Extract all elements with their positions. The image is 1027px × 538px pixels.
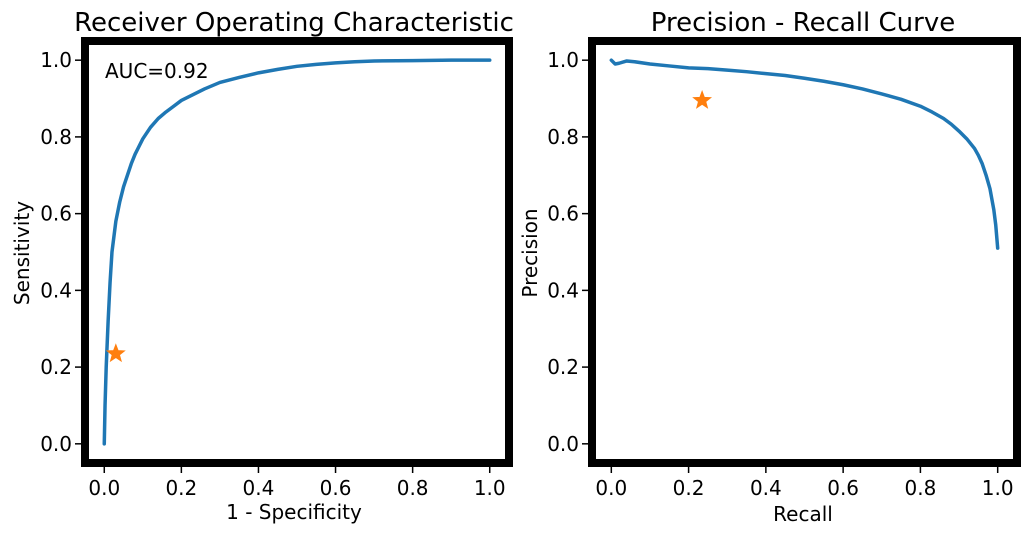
roc-xtick-label: 0.4	[243, 476, 275, 500]
pr-plot-frame	[588, 37, 1021, 467]
pr-title: Precision - Recall Curve	[651, 8, 955, 38]
roc-ytick-label: 0.6	[40, 202, 72, 226]
pr-ylabel: Precision	[518, 208, 542, 297]
pr-ticks: 0.0 0.2 0.4 0.6 0.8 1.0 0.0 0.2 0.4 0.6 0.8 1.0	[547, 48, 1013, 500]
pr-xtick-label: 0.2	[673, 476, 705, 500]
roc-series	[102, 58, 492, 446]
pr-ytick-label: 0.4	[547, 278, 579, 302]
roc-ytick-label: 0.2	[40, 355, 72, 379]
pr-xtick-label: 1.0	[982, 476, 1014, 500]
pr-ytick-label: 0.8	[547, 125, 579, 149]
roc-panel: Receiver Operating Characteristic 1 - Sp…	[10, 8, 514, 524]
roc-xtick-label: 0.6	[320, 476, 352, 500]
pr-xtick-label: 0.4	[750, 476, 782, 500]
roc-markers	[105, 343, 126, 363]
roc-ytick-label: 0.4	[40, 278, 72, 302]
pr-ytick-label: 0.0	[547, 432, 579, 456]
roc-auc-annotation: AUC=0.92	[105, 59, 209, 83]
roc-xtick-label: 0.0	[88, 476, 120, 500]
pr-xlabel: Recall	[773, 502, 833, 526]
roc-ytick-label: 1.0	[40, 48, 72, 72]
roc-curve-line	[102, 58, 492, 446]
roc-ticks: 0.0 0.2 0.4 0.6 0.8 1.0 0.0 0.2 0.4 0.6 0.8 1.0	[40, 48, 505, 500]
roc-operating-point-star-marker	[105, 343, 126, 363]
roc-xtick-label: 0.8	[397, 476, 429, 500]
pr-panel: Precision - Recall Curve Recall Precisio…	[518, 8, 1021, 526]
roc-xtick-label: 1.0	[474, 476, 506, 500]
roc-xlabel: 1 - Specificity	[226, 500, 362, 524]
pr-markers	[692, 90, 713, 109]
roc-xtick-label: 0.2	[165, 476, 197, 500]
pr-ytick-label: 0.6	[547, 202, 579, 226]
pr-ytick-label: 1.0	[547, 48, 579, 72]
roc-plot-frame	[81, 37, 513, 467]
pr-xtick-label: 0.8	[905, 476, 937, 500]
pr-ytick-label: 0.2	[547, 355, 579, 379]
pr-series	[609, 58, 1000, 250]
roc-ylabel: Sensitivity	[10, 201, 34, 305]
pr-curve-line	[609, 58, 1000, 250]
roc-ytick-label: 0.0	[40, 432, 72, 456]
roc-ytick-label: 0.8	[40, 125, 72, 149]
pr-xtick-label: 0.0	[595, 476, 627, 500]
roc-title: Receiver Operating Characteristic	[74, 8, 514, 38]
pr-operating-point-star-marker	[692, 90, 713, 109]
pr-xtick-label: 0.6	[827, 476, 859, 500]
